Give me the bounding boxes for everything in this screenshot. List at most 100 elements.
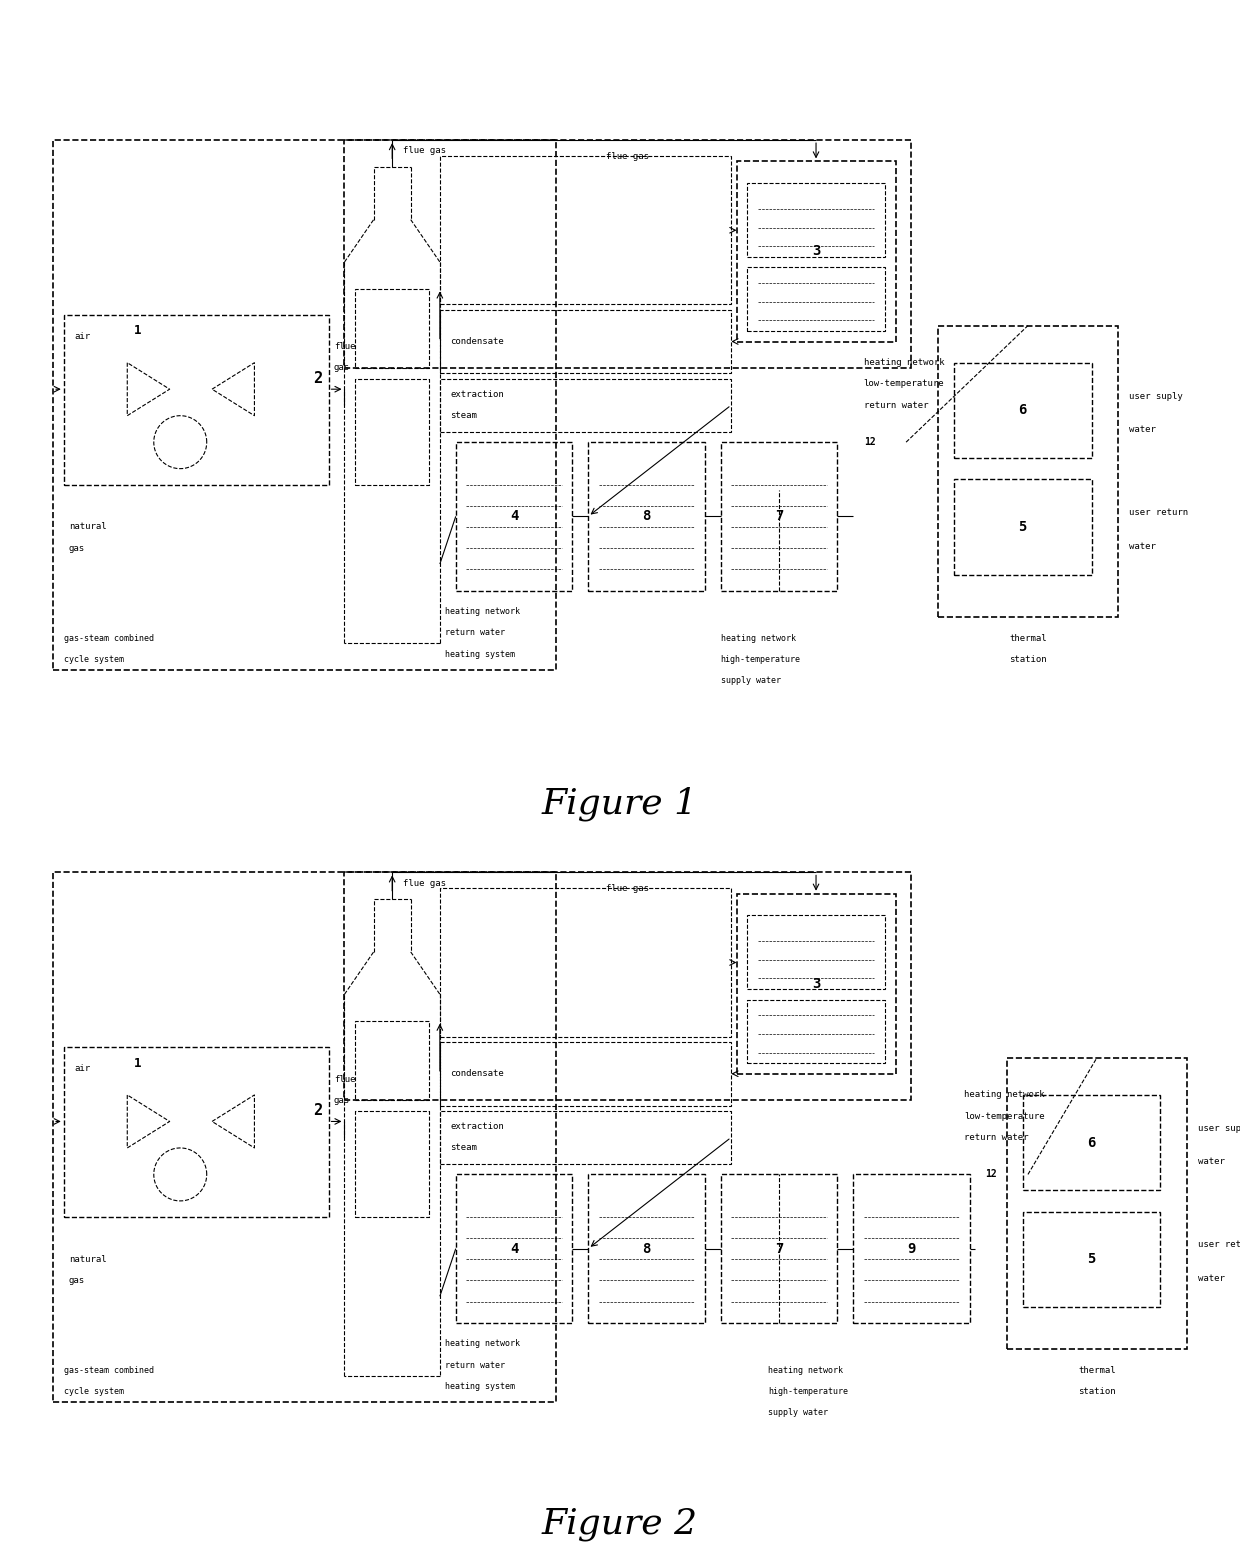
- Text: return water: return water: [965, 1133, 1029, 1142]
- Text: return water: return water: [445, 1360, 505, 1369]
- Text: 8: 8: [642, 1242, 651, 1256]
- Bar: [440, 1111, 732, 1164]
- Text: heating system: heating system: [445, 1382, 515, 1391]
- Text: 3: 3: [812, 245, 820, 259]
- Bar: [440, 888, 732, 1036]
- Text: flue: flue: [334, 343, 356, 351]
- Text: condensate: condensate: [450, 337, 505, 346]
- Text: 2: 2: [314, 1103, 322, 1119]
- Bar: [588, 1175, 704, 1323]
- Text: station: station: [1078, 1387, 1116, 1396]
- Text: thermal: thermal: [1078, 1366, 1116, 1376]
- Text: 9: 9: [908, 1242, 915, 1256]
- Text: supply water: supply water: [720, 676, 781, 686]
- Text: air: air: [74, 1064, 91, 1073]
- Text: user suply: user suply: [1198, 1123, 1240, 1133]
- Text: natural: natural: [69, 522, 107, 531]
- Text: high-temperature: high-temperature: [720, 654, 801, 664]
- Text: flue: flue: [334, 1075, 356, 1083]
- Bar: [440, 310, 732, 374]
- Bar: [1023, 1095, 1161, 1190]
- Text: gas-steam combined: gas-steam combined: [63, 634, 154, 643]
- Text: gas: gas: [334, 363, 350, 372]
- Bar: [720, 442, 837, 590]
- Bar: [737, 162, 895, 341]
- Text: 12: 12: [864, 438, 875, 447]
- Bar: [937, 326, 1118, 617]
- Text: 3: 3: [812, 977, 820, 991]
- Bar: [53, 872, 557, 1402]
- Bar: [748, 1000, 885, 1063]
- Bar: [720, 1175, 837, 1323]
- Text: return water: return water: [445, 628, 505, 637]
- Text: low-temperature: low-temperature: [864, 380, 945, 388]
- Bar: [355, 379, 429, 485]
- Text: extraction: extraction: [450, 1122, 505, 1131]
- Text: 6: 6: [1018, 404, 1027, 418]
- Text: 2: 2: [314, 371, 322, 386]
- Text: 1: 1: [134, 324, 141, 338]
- Bar: [440, 156, 732, 304]
- Text: heating network: heating network: [864, 358, 945, 368]
- Bar: [355, 1111, 429, 1217]
- Text: heating system: heating system: [445, 650, 515, 659]
- Text: heating network: heating network: [965, 1091, 1045, 1100]
- Bar: [355, 288, 429, 368]
- Text: heating network: heating network: [720, 634, 796, 643]
- Text: natural: natural: [69, 1254, 107, 1264]
- Text: water: water: [1198, 1158, 1224, 1167]
- Text: water: water: [1128, 425, 1156, 435]
- Text: 7: 7: [775, 1242, 784, 1256]
- Text: flue gas: flue gas: [403, 146, 445, 156]
- Bar: [737, 894, 895, 1073]
- Text: 1: 1: [134, 1056, 141, 1070]
- Bar: [748, 915, 885, 989]
- Text: return water: return water: [864, 400, 929, 410]
- Text: gas: gas: [69, 544, 86, 553]
- Text: extraction: extraction: [450, 390, 505, 399]
- Bar: [63, 1047, 329, 1217]
- Text: station: station: [1009, 654, 1047, 664]
- Text: Figure 1: Figure 1: [542, 787, 698, 821]
- Text: Figure 2: Figure 2: [542, 1507, 698, 1541]
- Bar: [355, 1020, 429, 1100]
- Text: cycle system: cycle system: [63, 1387, 124, 1396]
- Text: 4: 4: [510, 1242, 518, 1256]
- Bar: [345, 140, 911, 368]
- Text: 7: 7: [775, 509, 784, 523]
- Bar: [63, 315, 329, 485]
- Text: supply water: supply water: [769, 1408, 828, 1418]
- Bar: [440, 1042, 732, 1106]
- Text: high-temperature: high-temperature: [769, 1387, 848, 1396]
- Text: 8: 8: [642, 509, 651, 523]
- Text: 6: 6: [1087, 1136, 1096, 1150]
- Bar: [440, 379, 732, 432]
- Bar: [1023, 1212, 1161, 1307]
- Text: water: water: [1198, 1274, 1224, 1282]
- Text: steam: steam: [450, 411, 477, 421]
- Text: user return: user return: [1198, 1240, 1240, 1250]
- Text: air: air: [74, 332, 91, 341]
- Text: gas: gas: [334, 1095, 350, 1105]
- Bar: [748, 182, 885, 257]
- Bar: [53, 140, 557, 670]
- Text: gas: gas: [69, 1276, 86, 1285]
- Bar: [954, 363, 1091, 458]
- Text: heating network: heating network: [445, 608, 520, 617]
- Text: user return: user return: [1128, 508, 1188, 517]
- Text: steam: steam: [450, 1144, 477, 1153]
- Text: gas-steam combined: gas-steam combined: [63, 1366, 154, 1376]
- Bar: [588, 442, 704, 590]
- Text: flue gas: flue gas: [403, 879, 445, 888]
- Text: condensate: condensate: [450, 1069, 505, 1078]
- Text: flue gas: flue gas: [606, 151, 650, 160]
- Text: 5: 5: [1087, 1253, 1096, 1267]
- Text: thermal: thermal: [1009, 634, 1047, 643]
- Bar: [954, 480, 1091, 575]
- Text: low-temperature: low-temperature: [965, 1112, 1045, 1120]
- Bar: [748, 268, 885, 330]
- Text: 5: 5: [1018, 520, 1027, 534]
- Bar: [853, 1175, 970, 1323]
- Text: user suply: user suply: [1128, 391, 1183, 400]
- Text: flue gas: flue gas: [606, 883, 650, 893]
